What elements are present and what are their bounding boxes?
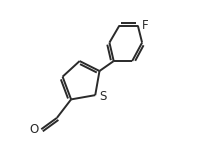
- Text: O: O: [29, 123, 38, 136]
- Text: F: F: [141, 19, 148, 32]
- Text: S: S: [100, 90, 107, 103]
